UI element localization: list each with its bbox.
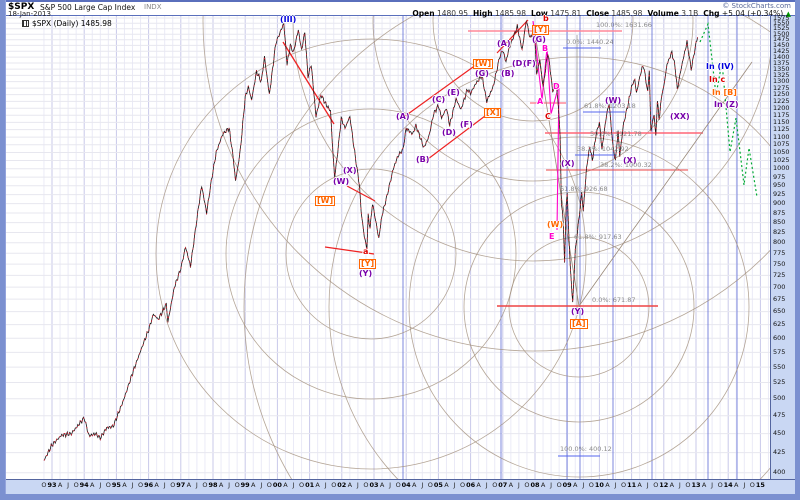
up-arrow-icon: ▲ <box>785 10 791 18</box>
high-label: High <box>473 9 493 18</box>
chart-date: 18-Jan-2013 <box>8 10 51 18</box>
exchange-label: INDX <box>144 3 162 11</box>
low-label: Low <box>530 9 548 18</box>
date-axis-panel <box>6 479 795 494</box>
frame-border-right <box>795 0 800 500</box>
price-axis-panel <box>770 16 795 479</box>
open-value: 1480.95 <box>436 9 468 18</box>
frame-border-left <box>0 0 6 500</box>
close-label: Close <box>586 9 610 18</box>
index-name: S&P 500 Large Cap Index <box>40 3 136 12</box>
frame-border-top <box>0 0 800 2</box>
candlestick-icon <box>22 20 29 27</box>
legend-label: $SPX (Daily) 1485.98 <box>32 19 112 28</box>
chart-header: $SPX S&P 500 Large Cap Index INDX 18-Jan… <box>6 2 795 18</box>
plot-area <box>6 16 770 479</box>
volume-value: 3.1B <box>681 9 699 18</box>
chg-value: +5.04 (+0.34%) <box>721 9 784 18</box>
chg-label: Chg <box>703 9 720 18</box>
legend-row: $SPX (Daily) 1485.98 <box>22 19 112 28</box>
quote-summary: Open 1480.95 High 1485.98 Low 1475.81 Close… <box>407 9 791 18</box>
close-value: 1485.98 <box>611 9 643 18</box>
high-value: 1485.98 <box>494 9 526 18</box>
symbol-label: $SPX <box>8 2 35 12</box>
frame-border-bottom <box>0 494 800 500</box>
low-value: 1475.81 <box>550 9 582 18</box>
open-label: Open <box>412 9 435 18</box>
volume-label: Volume <box>647 9 679 18</box>
stockcharts-link[interactable]: © StockCharts.com <box>722 2 791 10</box>
